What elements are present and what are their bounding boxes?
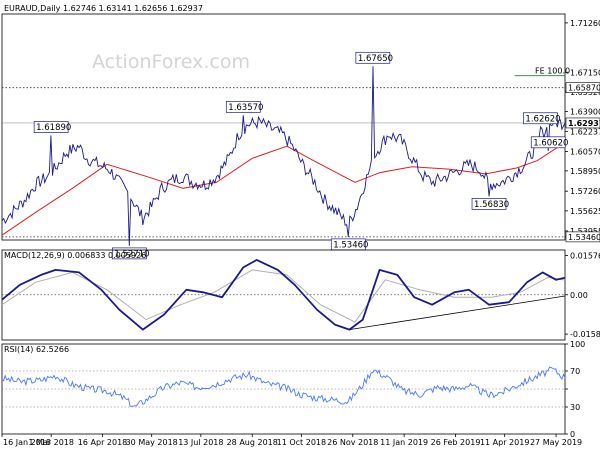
rsi-y-label-1: 70	[570, 367, 580, 376]
rsi-y-label-3: 30	[570, 403, 580, 412]
ma-line	[1, 142, 566, 236]
watermark: ActionForex.com	[92, 51, 250, 73]
macd-title: MACD(12,26,9) 0.006833 0.005926	[4, 251, 146, 260]
macd-line	[1, 259, 566, 331]
x-tick-label-1: 1 Mar 2018	[28, 438, 74, 447]
price-label-box-4	[355, 51, 391, 64]
price-label-box-6	[523, 112, 558, 125]
price-y-label-1: 1.67150	[570, 68, 600, 77]
macd-trendline	[349, 295, 566, 330]
price-label-box-1	[111, 247, 147, 260]
price-label-0: 1.61890	[36, 123, 71, 133]
price-y-label-4: 1.62237	[570, 127, 600, 136]
macd-signal-line	[1, 269, 566, 323]
macd-y-label-1: 0.00	[570, 291, 588, 300]
price-frame	[1, 13, 566, 241]
price-y-label-8: 1.55625	[570, 207, 600, 216]
level-box-1	[565, 231, 600, 243]
price-y-label-9: 1.53955	[570, 227, 600, 236]
rsi-panel: 100 70 30 0	[1, 340, 585, 439]
x-tick-label-6: 11 Oct 2018	[277, 438, 326, 447]
price-label-7: 1.60620	[533, 138, 568, 148]
rsi-line	[1, 366, 566, 407]
level-label-0: 1.65870	[568, 84, 600, 93]
price-label-box-2	[225, 100, 261, 113]
price-y-label-5: 1.60570	[570, 147, 600, 156]
level-box-0	[565, 82, 600, 93]
rsi-y-label-0: 100	[570, 340, 585, 349]
fe-label: FE 100.0	[535, 67, 570, 76]
x-tick-label-11: 27 May 2019	[530, 438, 582, 447]
x-tick-label-3: 30 May 2018	[126, 438, 178, 447]
rsi-y-label-4: 0	[570, 430, 575, 439]
macd-y-label-2: -0.015834	[570, 330, 600, 339]
price-y-label-7: 1.57260	[570, 187, 600, 196]
price-label-box-7	[530, 136, 566, 149]
rsi-title: RSI(14) 62.5266	[4, 345, 69, 354]
price-y-label-6: 1.58950	[570, 167, 600, 176]
price-label-3: 1.53460	[333, 240, 368, 250]
price-line	[1, 66, 566, 246]
x-tick-label-5: 28 Aug 2018	[227, 438, 278, 447]
x-tick-label-7: 26 Nov 2018	[327, 438, 378, 447]
x-tick-label-10: 11 Apr 2019	[480, 438, 529, 447]
x-tick-label-0: 16 Jan 2018	[3, 438, 51, 447]
level-label-1: 1.53460	[568, 233, 600, 242]
x-tick-label-8: 11 Jan 2019	[380, 438, 428, 447]
price-label-6: 1.62620	[525, 114, 560, 124]
x-tick-label-4: 13 Jul 2018	[178, 438, 223, 447]
price-label-4: 1.67650	[358, 54, 393, 64]
macd-panel: 0.015762 0.00 -0.015834	[1, 249, 600, 341]
chart-title: EURAUD,Daily 1.62746 1.63141 1.62656 1.6…	[4, 4, 203, 13]
current-price-box	[565, 117, 600, 129]
macd-y-label-0: 0.015762	[570, 252, 600, 261]
price-label-5: 1.56830	[474, 200, 509, 210]
x-tick-label-2: 16 Apr 2018	[78, 438, 127, 447]
price-label-box-0	[33, 121, 69, 133]
current-price-label: 1.62937	[568, 119, 600, 128]
price-y-label-3: 1.63900	[570, 107, 600, 116]
price-label-2: 1.63570	[228, 103, 263, 113]
price-label-1: 1.52710	[114, 249, 149, 259]
price-label-box-5	[471, 198, 507, 210]
x-tick-label-9: 26 Feb 2019	[431, 438, 481, 447]
price-panel: 1.712601.671501.655201.639001.622371.605…	[1, 13, 600, 260]
price-y-label-0: 1.71260	[570, 19, 600, 28]
